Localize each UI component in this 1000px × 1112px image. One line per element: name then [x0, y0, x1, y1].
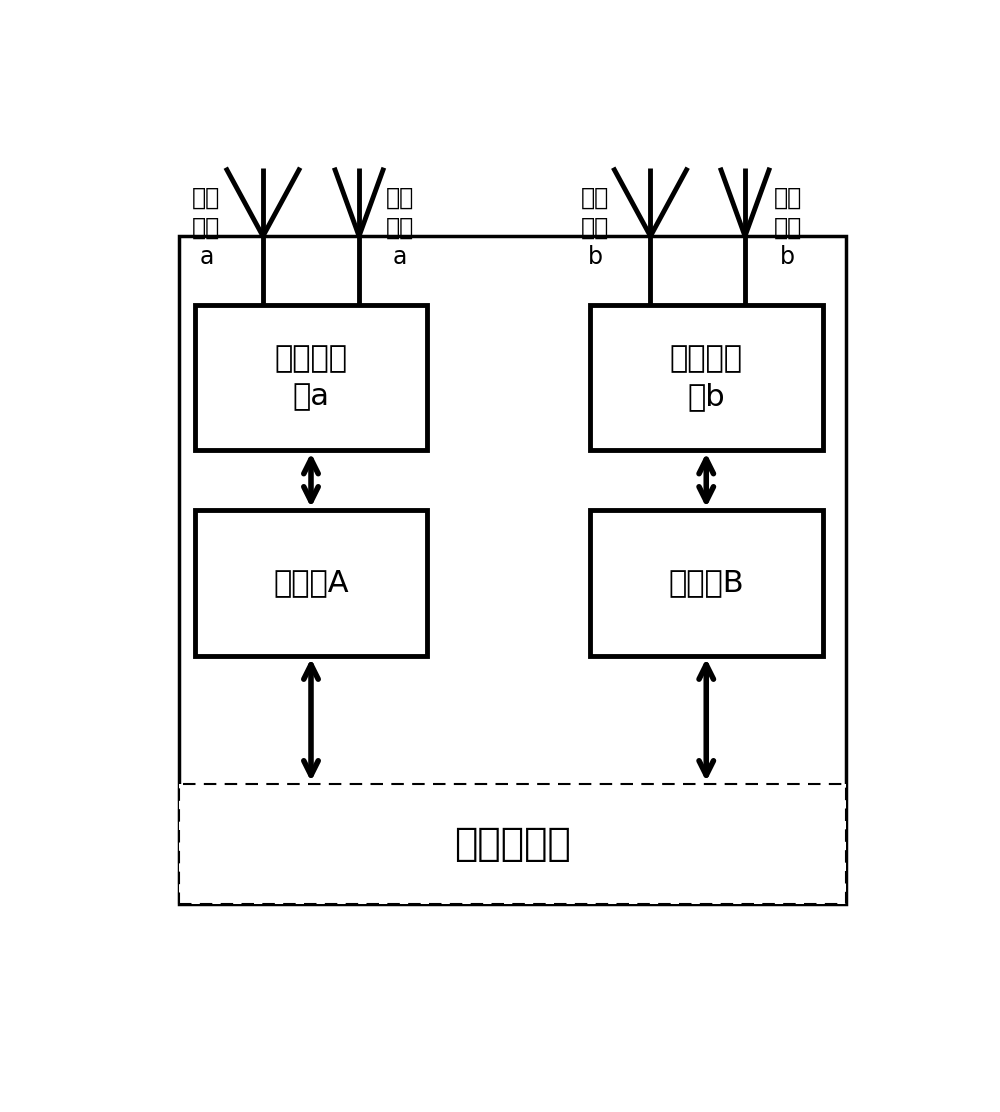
- Bar: [195, 510, 427, 656]
- Text: 应答机B: 应答机B: [668, 568, 744, 597]
- Text: 星上计算机: 星上计算机: [454, 825, 571, 863]
- Bar: [179, 784, 846, 904]
- Bar: [179, 236, 846, 904]
- Text: 三端口网
络b: 三端口网 络b: [670, 344, 743, 411]
- Text: 三端口网
络a: 三端口网 络a: [274, 344, 348, 411]
- Text: 对地
天线
b: 对地 天线 b: [774, 186, 802, 269]
- Bar: [195, 305, 427, 450]
- Text: 对天
天线
a: 对天 天线 a: [192, 186, 220, 269]
- Bar: [590, 510, 822, 656]
- Text: 应答机A: 应答机A: [273, 568, 349, 597]
- Bar: [590, 305, 822, 450]
- Text: 对天
天线
b: 对天 天线 b: [581, 186, 610, 269]
- Text: 对地
天线
a: 对地 天线 a: [386, 186, 414, 269]
